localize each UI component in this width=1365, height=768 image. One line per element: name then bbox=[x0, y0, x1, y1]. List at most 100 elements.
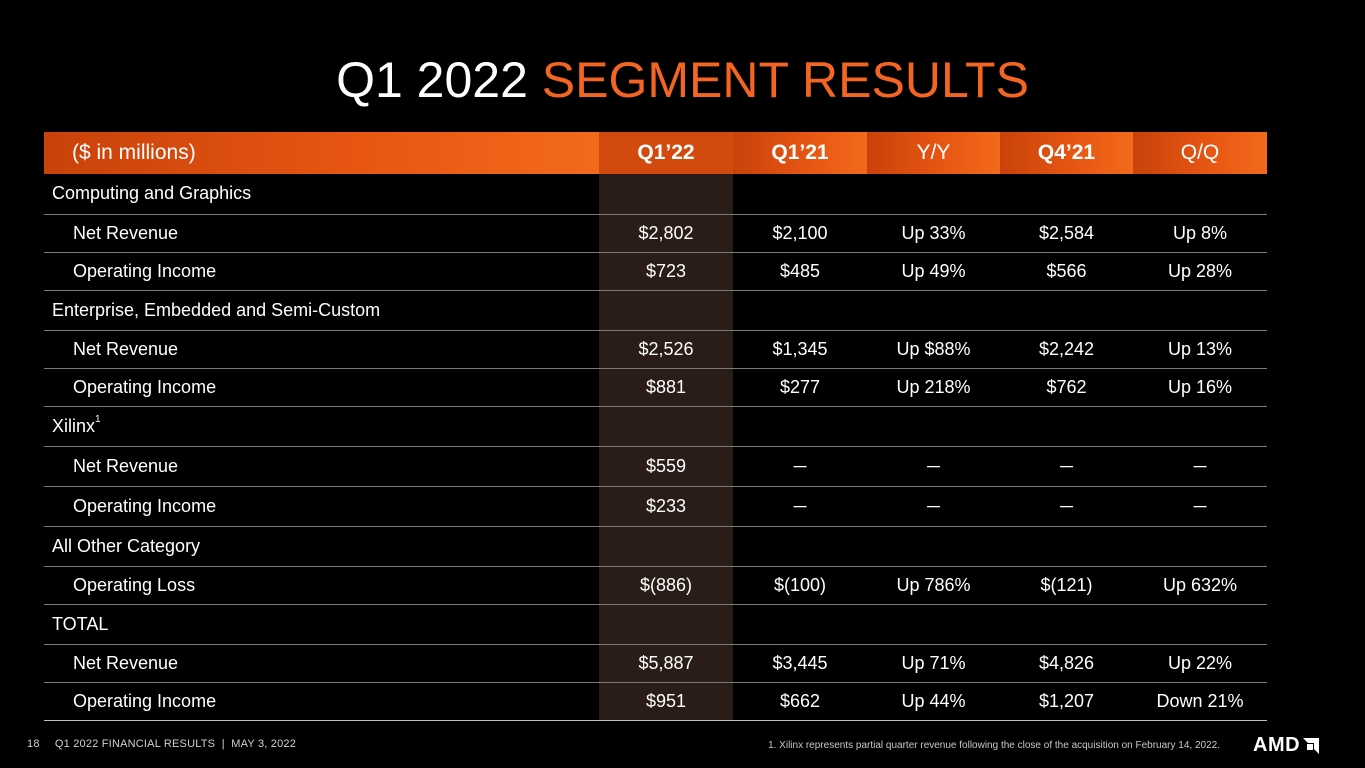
cell-qq bbox=[1133, 604, 1267, 645]
row-label-text: TOTAL bbox=[52, 613, 109, 634]
cell-q1-22: $5,887 bbox=[599, 644, 733, 683]
cell-q4-21: $4,826 bbox=[1000, 644, 1133, 683]
cell-q1-21: $2,100 bbox=[733, 214, 867, 253]
table-row: Net Revenue $2,526 $1,345 Up $88% $2,242 Up 1… bbox=[44, 330, 1267, 369]
cell-yy bbox=[867, 406, 1000, 447]
cell-q1-22: $(886) bbox=[599, 566, 733, 605]
cell-q4-21 bbox=[1000, 406, 1133, 447]
cell-qq bbox=[1133, 406, 1267, 447]
cell-q1-22: $233 bbox=[599, 486, 733, 527]
row-label-text: Computing and Graphics bbox=[52, 183, 252, 204]
row-label: Net Revenue bbox=[44, 644, 599, 683]
cell-q1-21 bbox=[733, 406, 867, 447]
row-label-text: Operating Income bbox=[73, 495, 217, 516]
cell-q1-22 bbox=[599, 290, 733, 331]
row-label-text: Net Revenue bbox=[73, 455, 179, 476]
cell-yy: Up 49% bbox=[867, 252, 1000, 291]
cell-yy bbox=[867, 290, 1000, 331]
cell-q1-22 bbox=[599, 604, 733, 645]
cell-qq: Up 8% bbox=[1133, 214, 1267, 253]
table-row: Operating Income $233 ─ ─ ─ ─ bbox=[44, 486, 1267, 527]
cell-qq bbox=[1133, 174, 1267, 215]
cell-q1-21: $662 bbox=[733, 682, 867, 721]
row-label: Enterprise, Embedded and Semi-Custom bbox=[44, 290, 599, 331]
cell-q1-21: ─ bbox=[733, 486, 867, 527]
row-label-text: Operating Income bbox=[73, 376, 217, 397]
table-row: Net Revenue $5,887 $3,445 Up 71% $4,826 Up 22… bbox=[44, 644, 1267, 683]
table-row: All Other Category bbox=[44, 526, 1267, 567]
row-label: Operating Income bbox=[44, 368, 599, 407]
cell-qq: ─ bbox=[1133, 486, 1267, 527]
cell-q1-21 bbox=[733, 290, 867, 331]
cell-q4-21: $762 bbox=[1000, 368, 1133, 407]
title-main: Q1 2022 bbox=[336, 52, 528, 108]
cell-yy: Up 33% bbox=[867, 214, 1000, 253]
row-label: Operating Income bbox=[44, 252, 599, 291]
footnote: 1. Xilinx represents partial quarter rev… bbox=[768, 740, 1220, 751]
table-row: Operating Income $881 $277 Up 218% $762 Up 16… bbox=[44, 368, 1267, 407]
cell-yy: Up 44% bbox=[867, 682, 1000, 721]
cell-q4-21: $1,207 bbox=[1000, 682, 1133, 721]
cell-qq: Up 28% bbox=[1133, 252, 1267, 291]
cell-q4-21 bbox=[1000, 526, 1133, 567]
page-number: 18 bbox=[27, 738, 40, 750]
amd-logo: AMD bbox=[1253, 734, 1320, 757]
cell-q1-22: $2,802 bbox=[599, 214, 733, 253]
cell-q1-21: $485 bbox=[733, 252, 867, 291]
cell-yy: Up 71% bbox=[867, 644, 1000, 683]
row-label: Operating Income bbox=[44, 682, 599, 721]
row-label-text: Xilinx bbox=[52, 415, 96, 436]
cell-yy: Up $88% bbox=[867, 330, 1000, 369]
cell-q4-21 bbox=[1000, 290, 1133, 331]
cell-q4-21 bbox=[1000, 174, 1133, 215]
cell-q4-21: $(121) bbox=[1000, 566, 1133, 605]
footnote-marker: 1 bbox=[95, 413, 101, 425]
cell-qq bbox=[1133, 290, 1267, 331]
cell-yy: ─ bbox=[867, 486, 1000, 527]
cell-q1-21: $277 bbox=[733, 368, 867, 407]
cell-q1-21: $3,445 bbox=[733, 644, 867, 683]
header-qq: Q/Q bbox=[1133, 132, 1267, 174]
table-row: Enterprise, Embedded and Semi-Custom bbox=[44, 290, 1267, 331]
row-label-text: All Other Category bbox=[52, 535, 201, 556]
cell-q1-21: $(100) bbox=[733, 566, 867, 605]
table-row: Operating Income $723 $485 Up 49% $566 Up 28% bbox=[44, 252, 1267, 291]
row-label: Xilinx1 bbox=[44, 406, 599, 447]
header-q1-21: Q1’21 bbox=[733, 132, 867, 174]
header-yy: Y/Y bbox=[867, 132, 1000, 174]
table-row: Operating Income $951 $662 Up 44% $1,207 Down… bbox=[44, 682, 1267, 721]
row-label: Computing and Graphics bbox=[44, 174, 599, 215]
cell-qq: Up 632% bbox=[1133, 566, 1267, 605]
cell-q4-21: $2,584 bbox=[1000, 214, 1133, 253]
cell-q1-21 bbox=[733, 604, 867, 645]
row-label-text: Net Revenue bbox=[73, 652, 179, 673]
table-row: Net Revenue $559 ─ ─ ─ ─ bbox=[44, 446, 1267, 487]
row-label: Operating Income bbox=[44, 486, 599, 527]
amd-arrow-icon bbox=[1303, 737, 1320, 754]
row-label-text: Operating Income bbox=[73, 260, 217, 281]
cell-yy bbox=[867, 526, 1000, 567]
page-title: Q1 2022 SEGMENT RESULTS bbox=[0, 50, 1365, 110]
row-label: Net Revenue bbox=[44, 330, 599, 369]
table-header-row: ($ in millions) Q1’22 Q1’21 Y/Y Q4’21 Q/… bbox=[44, 132, 1267, 174]
title-accent: SEGMENT RESULTS bbox=[541, 52, 1029, 108]
header-units: ($ in millions) bbox=[44, 132, 599, 174]
cell-q1-22: $881 bbox=[599, 368, 733, 407]
footer-text: Q1 2022 FINANCIAL RESULTS | MAY 3, 2022 bbox=[54, 738, 297, 750]
cell-qq: Up 22% bbox=[1133, 644, 1267, 683]
row-label-text: Net Revenue bbox=[73, 338, 179, 359]
cell-q1-21: ─ bbox=[733, 446, 867, 487]
cell-qq: Up 16% bbox=[1133, 368, 1267, 407]
cell-q1-22 bbox=[599, 174, 733, 215]
cell-q4-21: $2,242 bbox=[1000, 330, 1133, 369]
row-label-text: Net Revenue bbox=[73, 222, 179, 243]
cell-q4-21: ─ bbox=[1000, 486, 1133, 527]
cell-yy bbox=[867, 604, 1000, 645]
row-label-text: Operating Loss bbox=[73, 574, 196, 595]
cell-qq bbox=[1133, 526, 1267, 567]
cell-q1-22 bbox=[599, 526, 733, 567]
cell-yy: ─ bbox=[867, 446, 1000, 487]
cell-q4-21 bbox=[1000, 604, 1133, 645]
cell-q1-22: $2,526 bbox=[599, 330, 733, 369]
cell-qq: Down 21% bbox=[1133, 682, 1267, 721]
